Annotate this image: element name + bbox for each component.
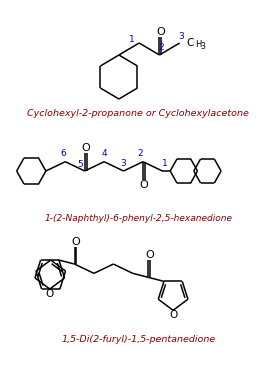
Text: 3: 3 xyxy=(179,32,184,40)
Text: O: O xyxy=(140,180,148,190)
Text: O: O xyxy=(46,289,54,299)
Text: O: O xyxy=(81,143,90,153)
Text: 2: 2 xyxy=(158,43,164,51)
Text: C: C xyxy=(187,38,194,48)
Text: O: O xyxy=(169,310,177,320)
Text: Cyclohexyl-2-propanone or Cyclohexylacetone: Cyclohexyl-2-propanone or Cyclohexylacet… xyxy=(27,109,249,117)
Text: 4: 4 xyxy=(101,149,107,158)
Text: O: O xyxy=(71,237,80,247)
Text: 3: 3 xyxy=(121,158,126,168)
Text: 1: 1 xyxy=(129,35,134,43)
Text: H: H xyxy=(195,40,201,48)
Text: 1,5-Di(2-furyl)-1,5-pentanedione: 1,5-Di(2-furyl)-1,5-pentanedione xyxy=(61,335,216,344)
Text: 1-(2-Naphthyl)-6-phenyl-2,5-hexanedione: 1-(2-Naphthyl)-6-phenyl-2,5-hexanedione xyxy=(44,213,232,223)
Text: 5: 5 xyxy=(77,160,83,168)
Text: 6: 6 xyxy=(60,149,66,158)
Text: 1: 1 xyxy=(161,158,167,168)
Text: 2: 2 xyxy=(137,149,143,158)
Text: O: O xyxy=(145,250,154,260)
Text: O: O xyxy=(156,27,165,37)
Text: 3: 3 xyxy=(201,42,206,51)
